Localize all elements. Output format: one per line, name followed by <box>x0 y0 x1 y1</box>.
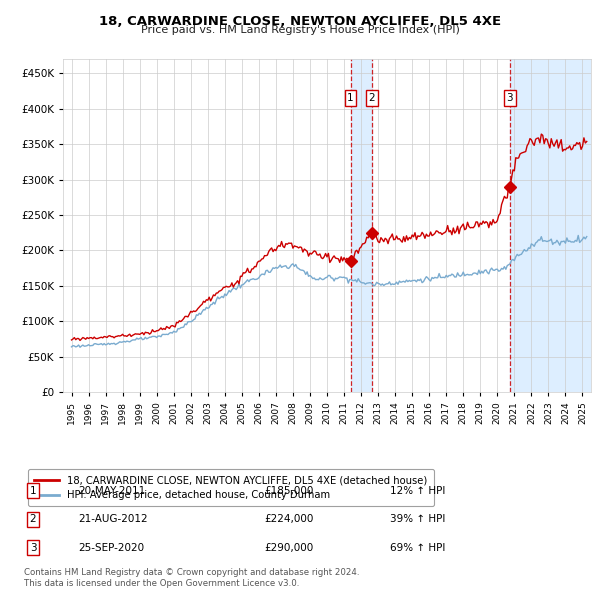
Bar <box>510 59 591 392</box>
Text: Price paid vs. HM Land Registry's House Price Index (HPI): Price paid vs. HM Land Registry's House … <box>140 25 460 35</box>
Text: £224,000: £224,000 <box>264 514 313 524</box>
Text: 12% ↑ HPI: 12% ↑ HPI <box>390 486 445 496</box>
Text: Contains HM Land Registry data © Crown copyright and database right 2024.: Contains HM Land Registry data © Crown c… <box>24 568 359 576</box>
Text: 20-MAY-2011: 20-MAY-2011 <box>78 486 145 496</box>
Text: This data is licensed under the Open Government Licence v3.0.: This data is licensed under the Open Gov… <box>24 579 299 588</box>
Text: 3: 3 <box>506 93 513 103</box>
Text: 39% ↑ HPI: 39% ↑ HPI <box>390 514 445 524</box>
Text: £290,000: £290,000 <box>264 543 313 552</box>
Text: 21-AUG-2012: 21-AUG-2012 <box>78 514 148 524</box>
Text: £185,000: £185,000 <box>264 486 313 496</box>
Text: 1: 1 <box>29 486 37 496</box>
Text: 18, CARWARDINE CLOSE, NEWTON AYCLIFFE, DL5 4XE: 18, CARWARDINE CLOSE, NEWTON AYCLIFFE, D… <box>99 15 501 28</box>
Bar <box>350 59 372 392</box>
Text: 1: 1 <box>347 93 354 103</box>
Text: 25-SEP-2020: 25-SEP-2020 <box>78 543 144 552</box>
Text: 3: 3 <box>29 543 37 552</box>
Text: 2: 2 <box>29 514 37 524</box>
Text: 69% ↑ HPI: 69% ↑ HPI <box>390 543 445 552</box>
Legend: 18, CARWARDINE CLOSE, NEWTON AYCLIFFE, DL5 4XE (detached house), HPI: Average pr: 18, CARWARDINE CLOSE, NEWTON AYCLIFFE, D… <box>28 469 434 506</box>
Text: 2: 2 <box>368 93 375 103</box>
